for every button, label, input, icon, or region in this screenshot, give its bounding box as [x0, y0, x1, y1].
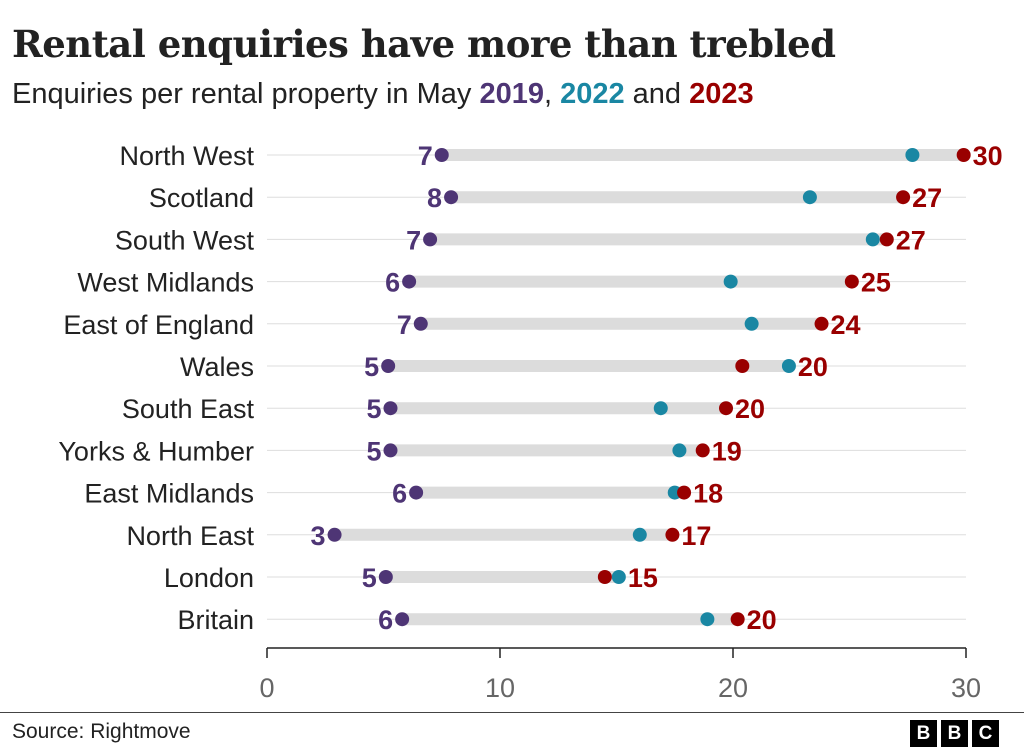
chart-title: Rental enquiries have more than trebled — [12, 22, 836, 66]
dot-2019 — [434, 148, 449, 162]
dot-2022 — [700, 612, 715, 627]
category-label: London — [164, 563, 254, 593]
dot-2023 — [956, 148, 971, 162]
category-label: East of England — [63, 310, 254, 340]
dot-2019 — [381, 359, 396, 373]
category-label: Wales — [180, 352, 254, 382]
category-label: North West — [119, 141, 254, 171]
label-2023: 20 — [747, 605, 777, 635]
legend-2019: 2019 — [479, 78, 544, 110]
dot-2019 — [402, 274, 417, 289]
dot-2023 — [814, 316, 829, 331]
label-2023: 25 — [861, 268, 891, 298]
dot-2022 — [865, 232, 880, 247]
dot-2022 — [744, 316, 759, 331]
chart-subtitle: Enquiries per rental property in May 201… — [12, 78, 754, 111]
logo-block: B — [941, 720, 968, 747]
dot-2022 — [672, 443, 687, 458]
label-2023: 27 — [896, 225, 926, 255]
label-2023: 15 — [628, 563, 658, 593]
label-2019: 5 — [362, 563, 377, 593]
dot-2023 — [844, 274, 859, 289]
source-note: Source: Rightmove — [12, 720, 191, 743]
dot-2019 — [383, 443, 398, 458]
category-label: South East — [122, 394, 255, 424]
label-2019: 8 — [427, 183, 442, 213]
category-label: East Midlands — [84, 479, 254, 509]
label-2019: 6 — [392, 479, 407, 509]
dot-2023 — [677, 485, 692, 500]
dot-2022 — [632, 527, 647, 542]
logo-block: C — [972, 720, 999, 747]
label-2019: 7 — [397, 310, 412, 340]
dot-2023 — [730, 612, 745, 627]
footer-divider — [0, 712, 1024, 713]
label-2019: 5 — [366, 436, 381, 466]
label-2019: 7 — [406, 225, 421, 255]
dot-2019 — [383, 401, 398, 416]
label-2019: 5 — [366, 394, 381, 424]
label-2023: 24 — [831, 310, 861, 340]
dot-2019 — [378, 570, 393, 584]
x-tick-label: 10 — [485, 673, 515, 703]
dot-2023 — [719, 401, 734, 416]
x-tick-label: 0 — [259, 673, 274, 703]
dot-2022 — [905, 148, 920, 162]
subtitle-sep: , — [543, 78, 561, 110]
dot-2019 — [413, 316, 428, 331]
category-label: South West — [115, 225, 255, 255]
dot-2022 — [802, 190, 817, 205]
category-label: Britain — [177, 605, 254, 635]
subtitle-sep: and — [624, 78, 690, 110]
category-label: Yorks & Humber — [58, 436, 254, 466]
dot-2023 — [665, 527, 680, 542]
label-2023: 20 — [735, 394, 765, 424]
logo-block: B — [910, 720, 937, 747]
label-2019: 6 — [378, 605, 393, 635]
dot-2022 — [611, 570, 626, 584]
dot-2022 — [653, 401, 668, 416]
x-tick-label: 30 — [951, 673, 981, 703]
label-2023: 30 — [973, 141, 1003, 171]
dot-2019 — [409, 485, 424, 500]
label-2019: 5 — [364, 352, 379, 382]
dot-2019 — [395, 612, 410, 627]
label-2023: 27 — [912, 183, 942, 213]
dot-2023 — [735, 359, 750, 373]
label-2023: 19 — [712, 436, 742, 466]
legend-2022: 2022 — [560, 78, 625, 110]
dot-2019 — [444, 190, 459, 205]
dot-2019 — [423, 232, 438, 247]
dot-2023 — [896, 190, 911, 205]
label-2023: 18 — [693, 479, 723, 509]
dot-2019 — [327, 527, 342, 542]
label-2023: 17 — [681, 521, 711, 551]
legend-2023: 2023 — [689, 78, 754, 110]
label-2019: 6 — [385, 268, 400, 298]
dot-2022 — [723, 274, 738, 289]
label-2019: 7 — [418, 141, 433, 171]
label-2019: 3 — [311, 521, 326, 551]
subtitle-text: Enquiries per rental property in May — [12, 78, 480, 110]
category-label: West Midlands — [77, 268, 254, 298]
dot-2023 — [597, 570, 612, 584]
category-label: Scotland — [149, 183, 254, 213]
x-tick-label: 20 — [718, 673, 748, 703]
category-label: North East — [126, 521, 254, 551]
dot-2023 — [879, 232, 894, 247]
dot-2022 — [781, 359, 796, 373]
label-2023: 20 — [798, 352, 828, 382]
dot-2023 — [695, 443, 710, 458]
